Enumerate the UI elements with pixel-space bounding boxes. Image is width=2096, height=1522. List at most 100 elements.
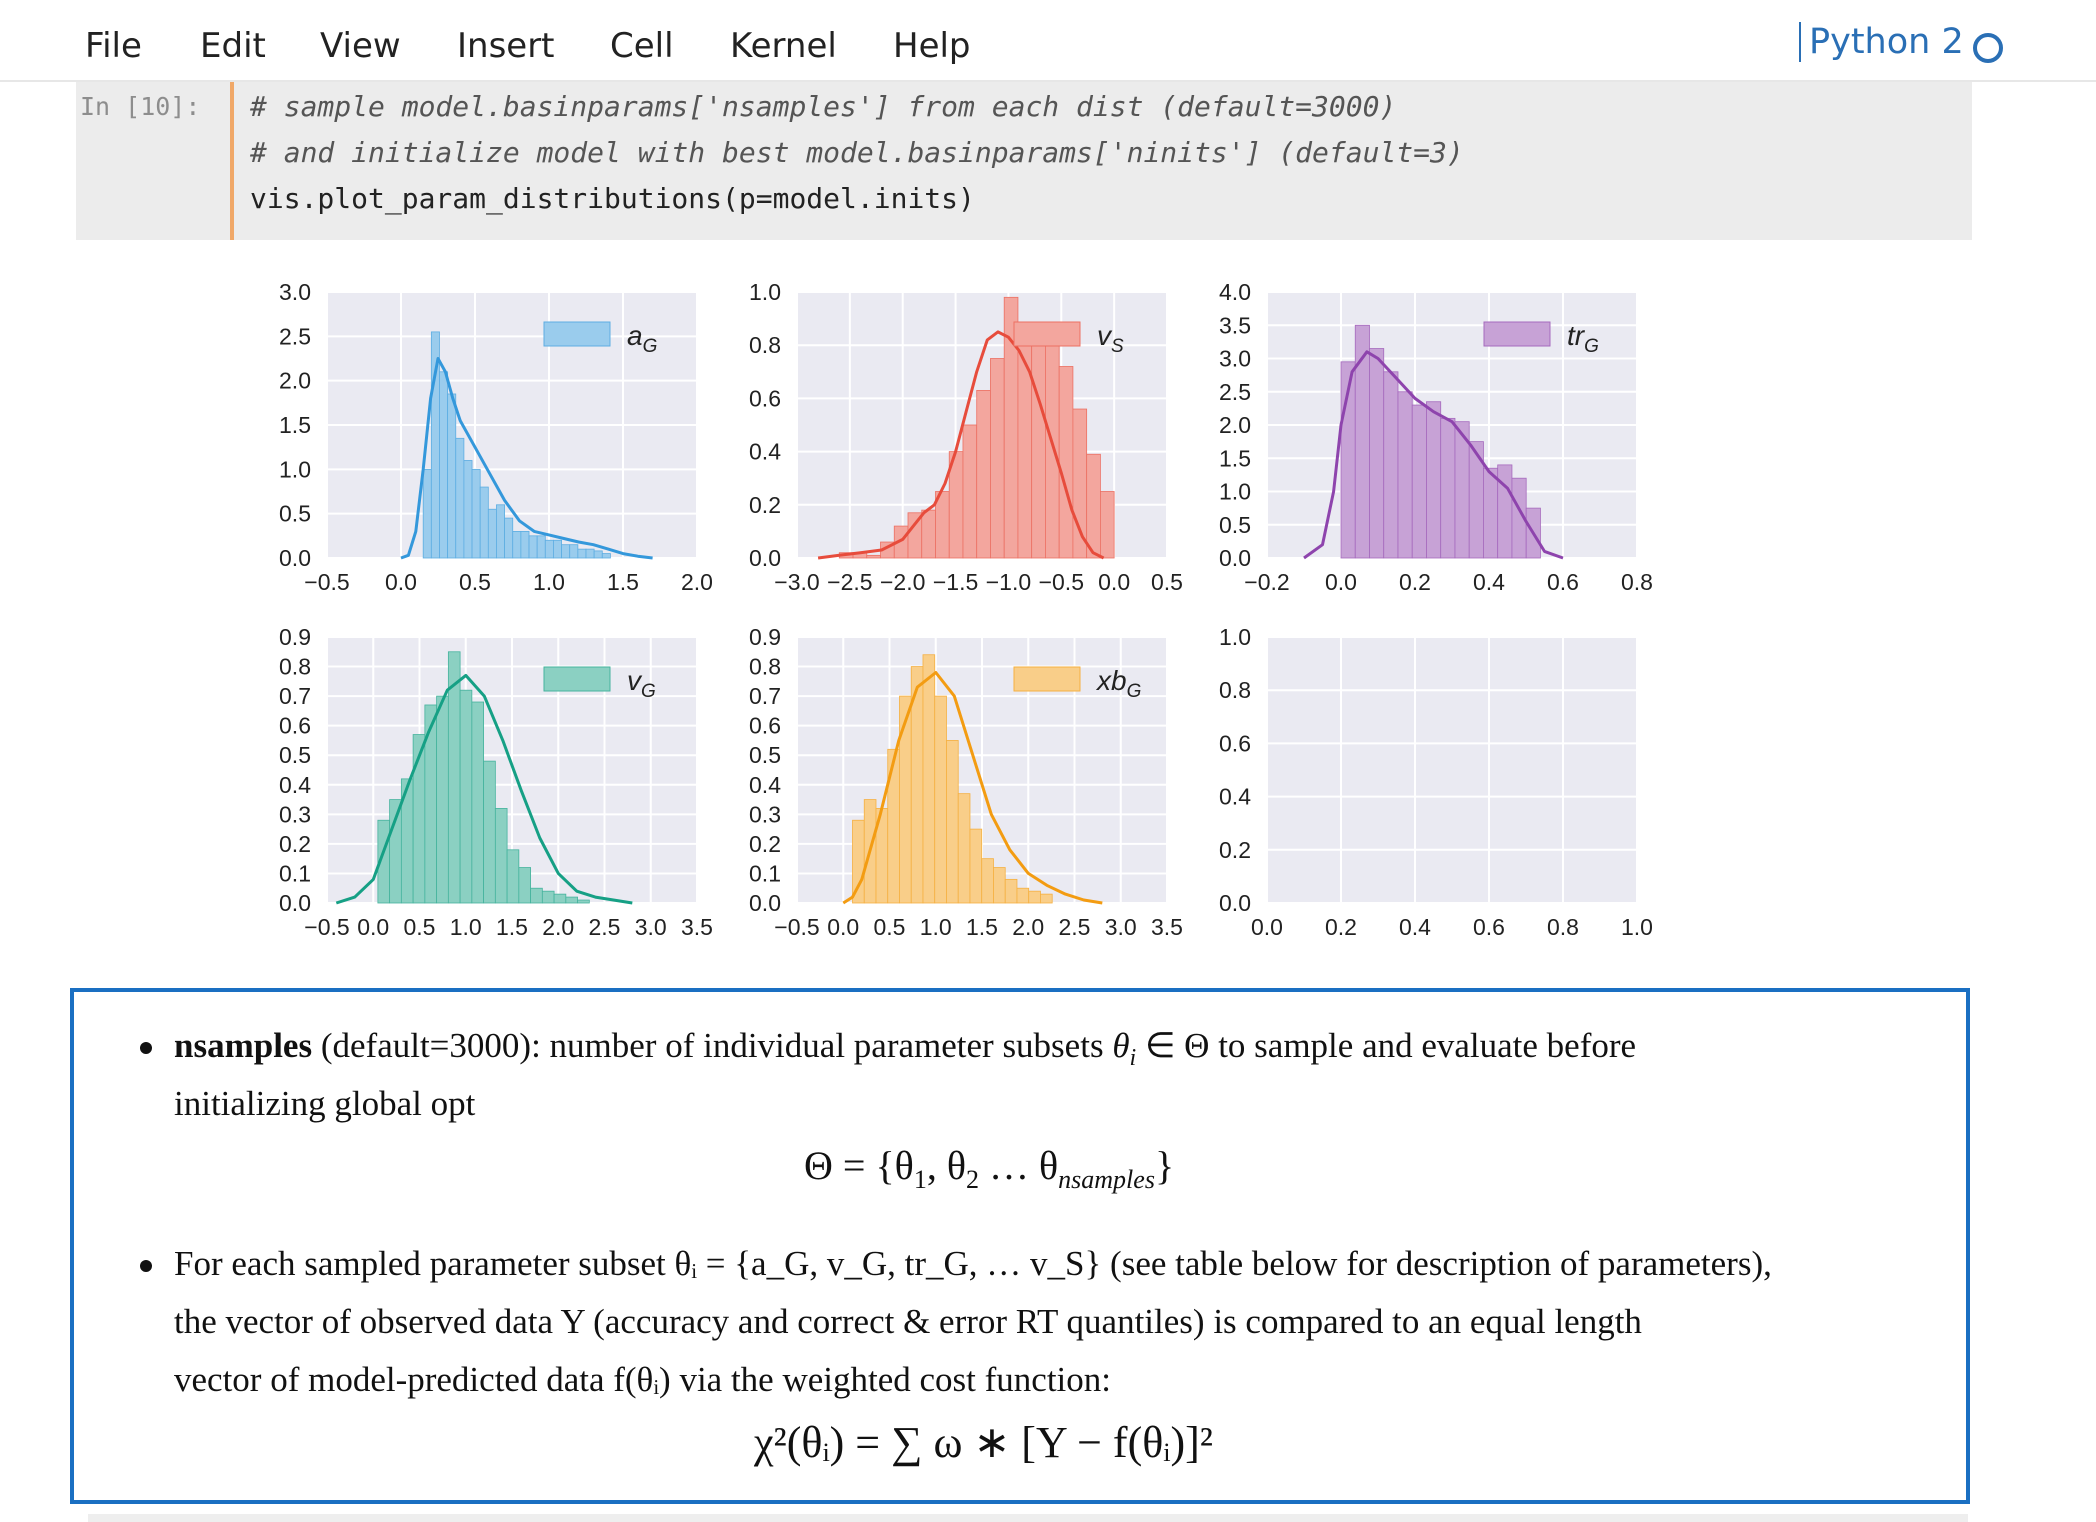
histogram-bar xyxy=(439,371,449,559)
histogram-bar xyxy=(530,887,543,904)
legend-swatch xyxy=(1483,321,1551,347)
histogram-bar xyxy=(487,508,497,559)
code-cell-input[interactable] xyxy=(76,82,1972,240)
bullet-subset-line1: For each sampled parameter subset θᵢ = {… xyxy=(174,1244,1772,1283)
histogram-bar xyxy=(577,899,590,904)
x-tick-label: 3.0 xyxy=(635,914,667,940)
markdown-cell[interactable]: nsamples (default=3000): number of indiv… xyxy=(70,988,1970,1504)
y-tick-label: 0.0 xyxy=(279,890,311,916)
histogram-bar xyxy=(512,530,522,559)
x-tick-label: 2.0 xyxy=(542,914,574,940)
x-tick-label: 0.8 xyxy=(1621,569,1653,595)
cell-edit-indicator xyxy=(230,82,234,240)
x-tick-label: −2.0 xyxy=(880,569,925,595)
code-line[interactable]: # sample model.basinparams['nsamples'] f… xyxy=(250,90,1397,123)
x-tick-label: 0.0 xyxy=(385,569,417,595)
x-tick-label: 1.5 xyxy=(607,569,639,595)
y-tick-label: 0.1 xyxy=(749,860,781,886)
histogram-bar xyxy=(504,517,514,559)
y-tick-label: 1.5 xyxy=(1219,445,1251,471)
y-tick-label: 0.0 xyxy=(749,890,781,916)
histogram-bar xyxy=(969,828,983,904)
histogram-bar xyxy=(601,553,611,559)
eq-sub: 1 xyxy=(913,1165,927,1194)
y-tick-label: 0.5 xyxy=(1219,512,1251,538)
kde-curve xyxy=(1303,350,1564,560)
y-tick-label: 0.3 xyxy=(279,801,311,827)
y-tick-label: 2.0 xyxy=(279,368,311,394)
histogram-bar xyxy=(518,867,531,904)
histogram-bar xyxy=(1369,348,1385,559)
histogram-bar xyxy=(962,424,978,559)
histogram-bar xyxy=(528,535,538,559)
histogram-bar xyxy=(483,760,496,904)
y-tick-label: 0.5 xyxy=(279,742,311,768)
menu-edit[interactable]: Edit xyxy=(200,26,266,66)
kde-curve xyxy=(400,357,653,560)
histogram-bar xyxy=(1383,371,1399,559)
histogram-bar xyxy=(934,695,947,904)
x-tick-label: 0.2 xyxy=(1325,914,1357,940)
menu-file[interactable]: File xyxy=(85,26,142,66)
y-tick-label: 1.0 xyxy=(1219,624,1251,650)
y-tick-label: 0.1 xyxy=(279,860,311,886)
histogram-bar xyxy=(1497,464,1513,559)
code-line[interactable]: # and initialize model with best model.b… xyxy=(250,136,1464,169)
equation-cost-function: χ²(θᵢ) = ∑ ω ∗ [Y − f(θᵢ)]² xyxy=(754,1418,1213,1467)
x-tick-label: −0.2 xyxy=(1244,569,1289,595)
x-tick-label: 0.5 xyxy=(874,914,906,940)
eq-part: } xyxy=(1154,1143,1175,1188)
x-tick-label: 1.0 xyxy=(1621,914,1653,940)
menu-kernel[interactable]: Kernel xyxy=(730,26,837,66)
x-tick-label: 0.0 xyxy=(1325,569,1357,595)
y-tick-label: 0.4 xyxy=(749,772,781,798)
menu-insert[interactable]: Insert xyxy=(457,26,555,66)
legend-swatch xyxy=(1013,666,1081,692)
histogram-bar xyxy=(471,701,485,904)
y-tick-label: 0.0 xyxy=(1219,545,1251,571)
legend-label: vS xyxy=(1097,320,1124,357)
histogram-bar xyxy=(561,544,571,559)
menu-help[interactable]: Help xyxy=(893,26,971,66)
eq-part: , θ xyxy=(926,1143,966,1188)
histogram-bar xyxy=(544,539,554,559)
histogram-bar xyxy=(976,390,991,559)
histogram-bar xyxy=(565,896,578,904)
y-tick-label: 4.0 xyxy=(1219,279,1251,305)
x-tick-label: 0.5 xyxy=(459,569,491,595)
y-tick-label: 3.0 xyxy=(279,279,311,305)
y-tick-label: 0.7 xyxy=(749,683,781,709)
histogram-bar xyxy=(1426,401,1442,559)
bullet-nsamples: nsamples (default=3000): number of indiv… xyxy=(174,1017,1934,1087)
histogram-bar xyxy=(921,509,936,559)
math-theta: θ xyxy=(1112,1026,1130,1065)
histogram-bar xyxy=(536,535,546,559)
y-tick-label: 0.3 xyxy=(749,801,781,827)
y-tick-label: 0.4 xyxy=(279,772,311,798)
histogram-bar xyxy=(585,548,595,559)
menu-view[interactable]: View xyxy=(320,26,401,66)
y-tick-label: 0.2 xyxy=(279,831,311,857)
y-tick-label: 0.6 xyxy=(749,713,781,739)
histogram-bar xyxy=(593,550,603,559)
y-tick-label: 0.2 xyxy=(749,831,781,857)
y-tick-label: 0.4 xyxy=(749,439,781,465)
kernel-indicator[interactable]: Python 2 xyxy=(1799,22,1964,62)
y-tick-label: 0.0 xyxy=(279,545,311,571)
code-line[interactable]: vis.plot_param_distributions(p=model.ini… xyxy=(250,182,975,215)
y-tick-label: 0.9 xyxy=(279,624,311,650)
y-tick-label: 0.8 xyxy=(749,654,781,680)
histogram-bar xyxy=(1004,878,1018,904)
histogram-bar xyxy=(447,393,457,559)
histogram-bar xyxy=(553,893,567,904)
y-tick-label: 0.8 xyxy=(1219,677,1251,703)
legend-swatch xyxy=(543,321,611,347)
histogram-bar xyxy=(1411,404,1427,559)
y-tick-label: 0.6 xyxy=(279,713,311,739)
distribution-plots: −0.5 0.0 0.5 1.0 1.5 2.00.00.51.01.52.02.53.0… xyxy=(279,279,1653,940)
y-tick-label: 0.2 xyxy=(749,492,781,518)
bullet-text: (default=3000): number of individual par… xyxy=(312,1026,1113,1065)
menu-cell[interactable]: Cell xyxy=(610,26,674,66)
x-tick-label: 3.5 xyxy=(1151,914,1183,940)
bullet-icon xyxy=(140,1042,152,1054)
